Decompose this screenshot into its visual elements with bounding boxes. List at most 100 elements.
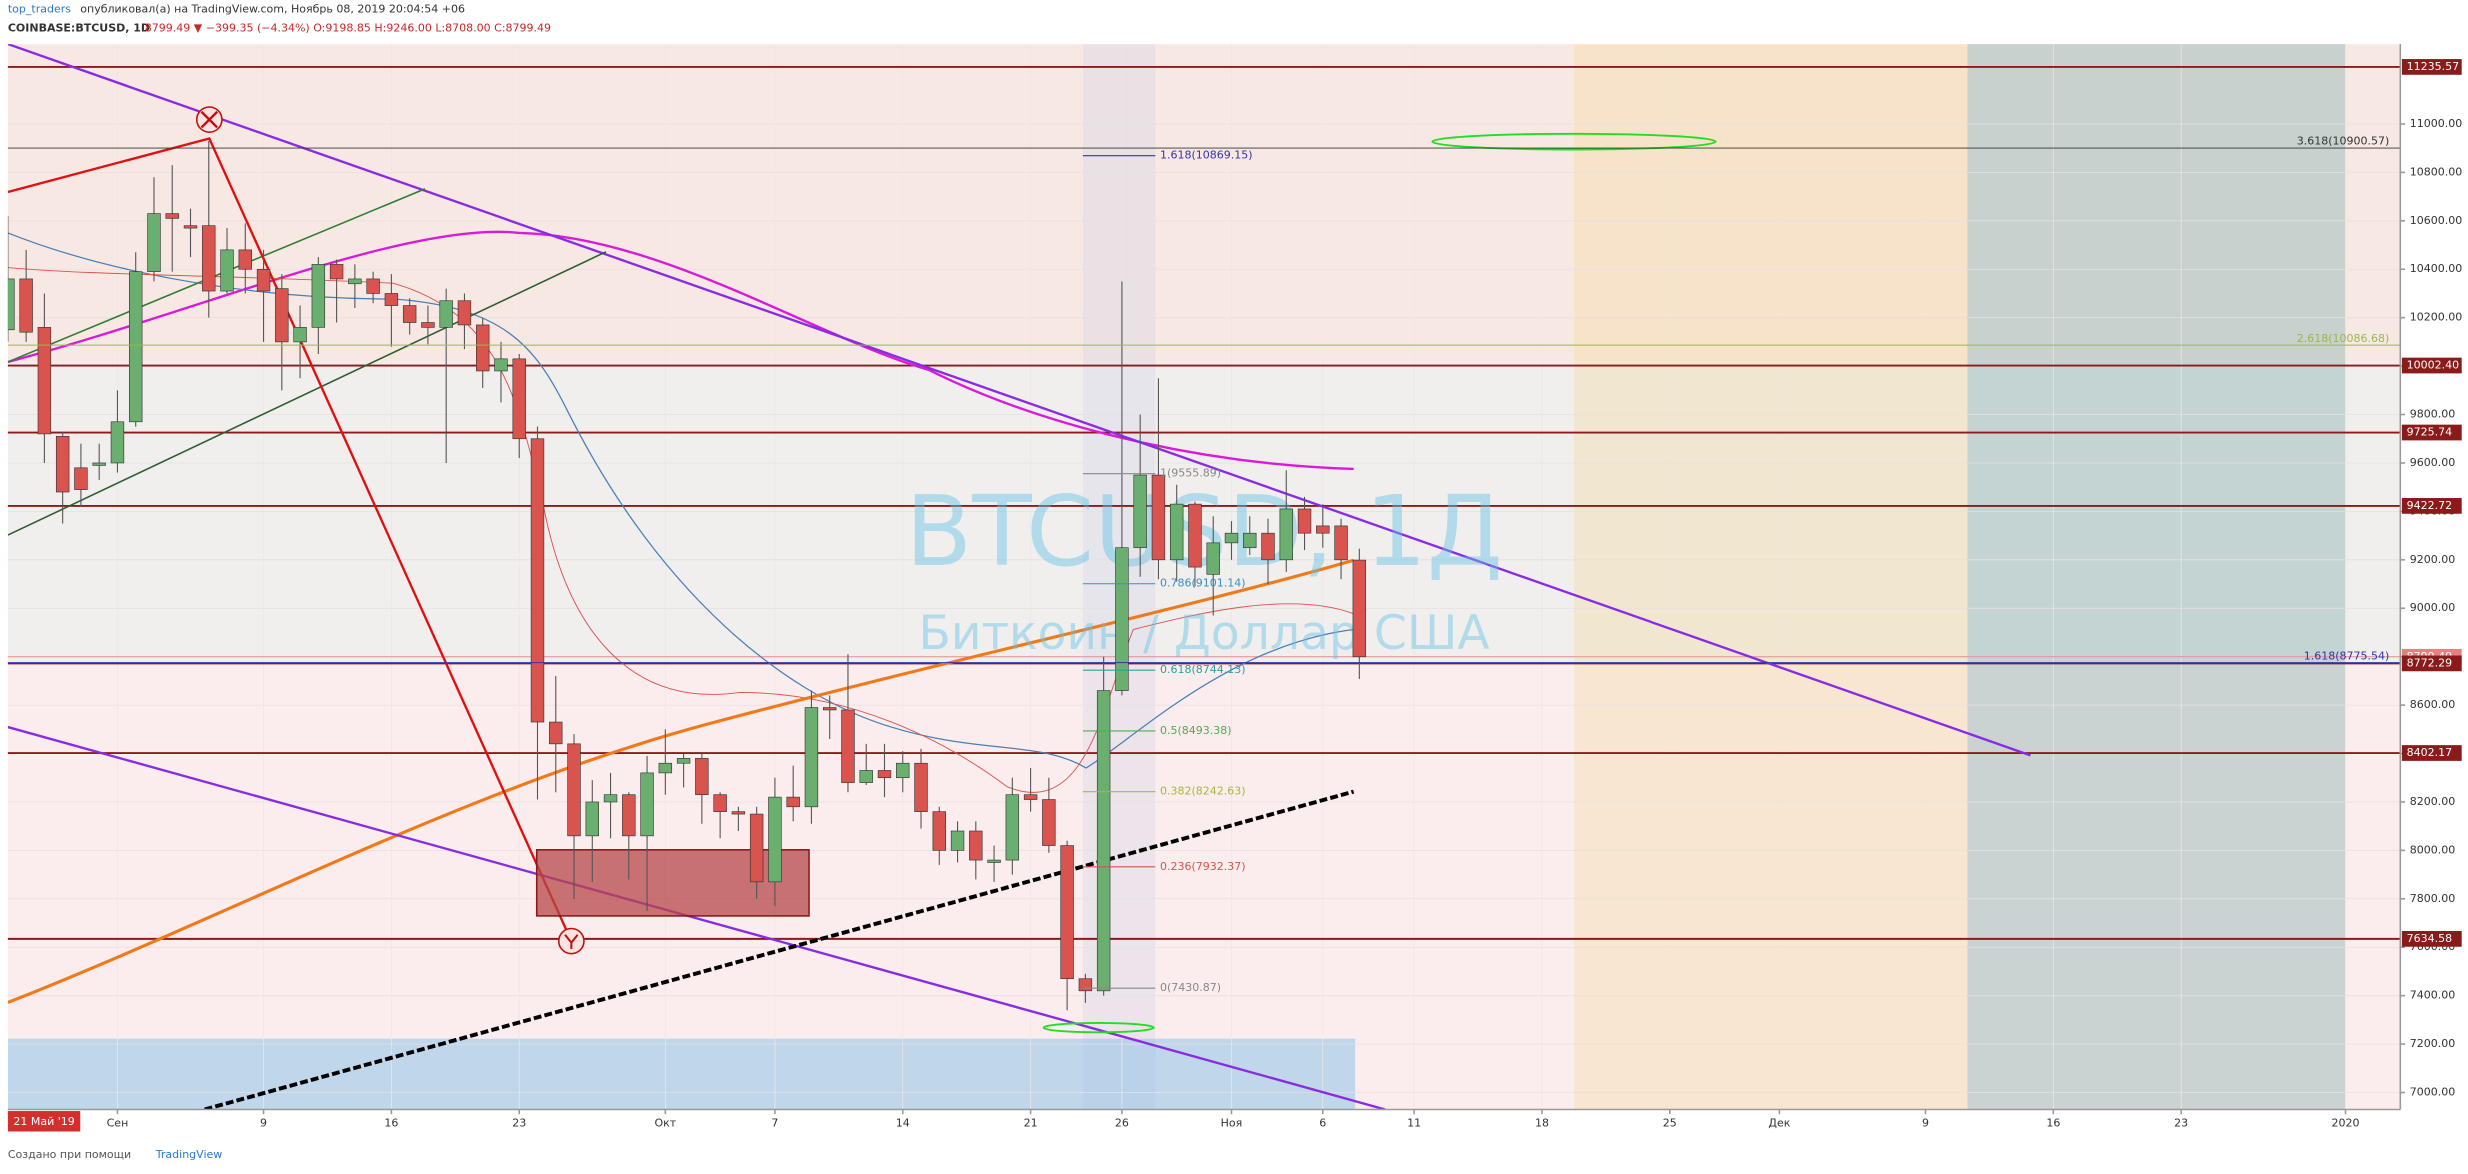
candle-body — [256, 268, 271, 292]
candle-body — [1151, 474, 1166, 561]
candle-body — [1078, 978, 1093, 992]
y-tick-label: 9600.00 — [2410, 456, 2456, 469]
candle-body — [1005, 794, 1020, 861]
candle-body — [841, 709, 855, 783]
candle-body — [950, 830, 965, 851]
range-box — [7, 1111, 81, 1132]
levels — [7, 65, 2401, 940]
level-label: 8402.17 — [2407, 746, 2453, 759]
candle-body — [494, 358, 508, 372]
channel-line — [7, 188, 426, 363]
marker-x — [200, 110, 219, 129]
candle-body — [110, 421, 125, 464]
fib-label: 2.618(10086.68) — [2297, 332, 2390, 345]
fib-levels: 1.618(10869.15) 1(9555.89) 0.786(9101.14) 0… — [7, 135, 2401, 994]
candle-body — [969, 830, 983, 861]
x-tick-label: 21 — [1024, 1117, 1038, 1130]
watermark: BTCUSD, 1Д — [905, 475, 1503, 589]
candle-body — [37, 327, 52, 435]
candle-body — [293, 327, 307, 343]
candle-body — [804, 707, 819, 808]
candle-body — [129, 271, 143, 423]
candle-body — [676, 758, 691, 764]
fib-label: 0.5(8493.38) — [1160, 724, 1232, 737]
candle-body — [238, 249, 252, 270]
fib-label: 1(9555.89) — [1160, 467, 1221, 480]
candle-body — [1279, 508, 1293, 561]
candle-body — [859, 770, 873, 783]
candle-body — [549, 721, 563, 745]
candle-body — [92, 462, 106, 466]
candle-body — [1060, 845, 1074, 980]
candle-body — [822, 707, 837, 711]
zone-box — [535, 849, 810, 917]
x-tick-label: 6 — [1319, 1117, 1326, 1130]
footer: Создано при помощи — [8, 1148, 131, 1161]
candle-body — [165, 213, 179, 219]
candle-body — [749, 813, 764, 883]
quote: 8799.49 ▼ −399.35 (−4.34%) O:9198.85 H:9… — [145, 21, 551, 34]
y-tick-label: 11000.00 — [2410, 117, 2463, 130]
candle-body — [402, 305, 417, 323]
x-tick-label: 2020 — [2332, 1117, 2360, 1130]
candle-body — [1206, 542, 1220, 575]
candle-body — [1297, 508, 1312, 534]
x-tick-label: 7 — [771, 1117, 778, 1130]
chart-title: COINBASE:BTCUSD, 1D — [8, 21, 150, 34]
fib-label: 0(7430.87) — [1160, 981, 1221, 994]
candle-body — [1115, 547, 1129, 691]
level-label: 10002.40 — [2407, 359, 2460, 372]
candle-body — [1169, 503, 1184, 561]
x-tick-label: 11 — [1407, 1117, 1421, 1130]
candle-body — [366, 278, 380, 294]
level-box — [2401, 498, 2462, 514]
x-tick-label: 16 — [2046, 1117, 2060, 1130]
candle-body — [1243, 532, 1257, 549]
fib-label: 1.618(10869.15) — [1160, 149, 1253, 162]
y-tick-label: 9000.00 — [2410, 601, 2456, 614]
x-tick-label: Сен — [107, 1117, 129, 1130]
candle-body — [7, 278, 15, 331]
level-box — [2401, 424, 2462, 441]
fib-label: 3.618(10900.57) — [2297, 135, 2390, 148]
y-tick-label: 7400.00 — [2410, 989, 2456, 1002]
drawings — [7, 44, 2031, 1110]
grid — [7, 44, 2401, 1110]
level-box — [2401, 655, 2462, 672]
candle-body — [183, 225, 198, 229]
candle-body — [567, 743, 581, 837]
x-tick-label: Ноя — [1221, 1117, 1243, 1130]
published: опубликовал(а) на TradingView.com, Ноябр… — [80, 2, 465, 15]
candle-body — [1261, 532, 1275, 561]
candle-body — [1352, 559, 1367, 658]
candle-body — [311, 264, 326, 328]
candle-body — [512, 358, 526, 440]
candle-body — [768, 796, 782, 883]
x-tick-label: 23 — [2174, 1117, 2188, 1130]
x-tick-label: 23 — [512, 1117, 526, 1130]
y-tick-label: 9800.00 — [2410, 408, 2456, 421]
level-label: 7634.58 — [2407, 932, 2453, 945]
candle-body — [713, 794, 727, 812]
xy-markers — [195, 106, 585, 955]
fib-label: 0.382(8242.63) — [1160, 785, 1246, 798]
candle-body — [932, 811, 946, 851]
highlight-ellipse — [1431, 132, 1717, 151]
candle-body — [421, 322, 435, 328]
candle-body — [1133, 474, 1147, 549]
fib-label: 0.618(8744.13) — [1160, 663, 1246, 676]
candle-body — [622, 794, 636, 837]
volume-zone — [7, 1038, 1356, 1110]
highlight-ellipse — [1042, 1021, 1155, 1034]
y-tick-label: 8200.00 — [2410, 795, 2456, 808]
fib-label: 0.236(7932.37) — [1160, 860, 1246, 873]
y-tick-label: 10600.00 — [2410, 214, 2463, 227]
range-label: 21 Май '19 — [13, 1115, 74, 1128]
candle-body — [731, 811, 746, 815]
y-tick-label: 7000.00 — [2410, 1086, 2456, 1099]
level-box — [2401, 59, 2462, 75]
channel-line — [7, 251, 607, 536]
level-label: 9422.72 — [2407, 499, 2453, 512]
candle-body — [74, 467, 88, 490]
